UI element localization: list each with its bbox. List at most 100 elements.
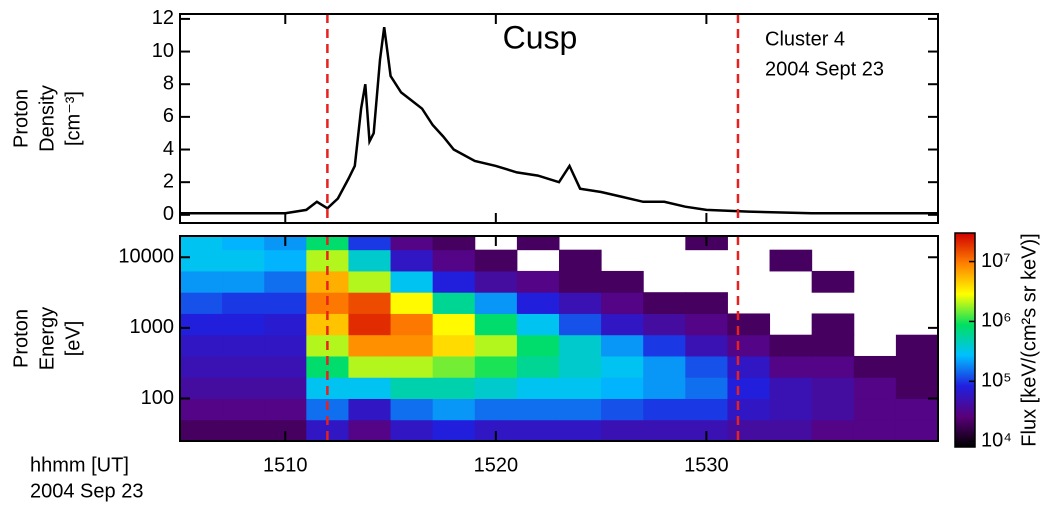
heat-cell <box>685 419 728 442</box>
heat-cell <box>685 377 728 399</box>
heat-cell <box>432 355 476 378</box>
heat-cell <box>390 249 434 272</box>
heat-cell <box>643 419 686 442</box>
heat-cell <box>264 377 307 399</box>
heat-cell <box>180 249 223 272</box>
heat-cell <box>222 419 265 442</box>
heat-cell <box>601 398 644 421</box>
heat-cell <box>769 249 813 272</box>
heat-cell <box>601 270 644 293</box>
heat-cell <box>559 419 602 442</box>
heat-cell <box>264 292 307 314</box>
heat-cell <box>516 377 560 399</box>
heat-cell <box>811 313 855 336</box>
density-line <box>180 26 938 215</box>
heat-cell <box>222 236 265 251</box>
heat-cell <box>390 355 434 378</box>
heat-cell <box>811 270 855 293</box>
y-tick-label: 4 <box>163 138 174 160</box>
heat-cell <box>601 355 644 378</box>
heat-cell <box>853 355 897 378</box>
heat-cell <box>348 334 392 357</box>
x-tick-label: 1520 <box>474 454 519 476</box>
y-tick-label: 100 <box>141 387 174 409</box>
heat-cell <box>180 398 223 421</box>
heat-cell <box>348 313 392 336</box>
heat-cell <box>685 355 728 378</box>
heat-cell <box>306 313 349 336</box>
heat-cell <box>222 398 265 421</box>
heat-cell <box>769 355 813 378</box>
heat-cell <box>474 249 518 272</box>
heat-cell <box>264 398 307 421</box>
heat-cell <box>727 313 771 336</box>
heat-cell <box>559 249 602 272</box>
heat-cell <box>811 355 855 378</box>
heat-cell <box>727 419 771 442</box>
heat-cell <box>348 419 392 442</box>
heat-cell <box>559 377 602 399</box>
heat-cell <box>895 419 939 442</box>
heat-cell <box>474 313 518 336</box>
y-axis-label: Proton <box>10 309 32 368</box>
heat-cell <box>516 398 560 421</box>
heat-cell <box>643 292 686 314</box>
heat-cell <box>516 419 560 442</box>
heat-cell <box>516 334 560 357</box>
colorbar-label: Flux [keV/(cm²s sr keV)] <box>1018 233 1040 446</box>
heat-cell <box>601 419 644 442</box>
heat-cell <box>601 377 644 399</box>
heat-cell <box>853 377 897 399</box>
heat-cell <box>390 334 434 357</box>
heat-cell <box>432 292 476 314</box>
y-tick-label: 10000 <box>118 246 174 268</box>
heat-cell <box>643 398 686 421</box>
heat-cell <box>643 334 686 357</box>
x-tick-label: 1530 <box>684 454 729 476</box>
heat-cell <box>643 313 686 336</box>
heat-cell <box>559 313 602 336</box>
heat-cell <box>559 292 602 314</box>
heat-cell <box>895 334 939 357</box>
heat-cell <box>348 270 392 293</box>
heat-cell <box>180 355 223 378</box>
heat-cell <box>432 313 476 336</box>
heat-cell <box>685 313 728 336</box>
heat-cell <box>474 419 518 442</box>
heat-cell <box>853 398 897 421</box>
heat-cell <box>432 249 476 272</box>
cusp-label: Cusp <box>503 19 578 55</box>
heat-cell <box>811 334 855 357</box>
heat-cell <box>180 334 223 357</box>
heat-cell <box>432 270 476 293</box>
heat-cell <box>222 377 265 399</box>
heat-cell <box>180 270 223 293</box>
heat-cell <box>222 355 265 378</box>
x-axis-label: hhmm [UT] <box>30 454 129 476</box>
heat-cell <box>516 236 560 251</box>
y-tick-label: 1000 <box>130 316 175 338</box>
heat-cell <box>559 270 602 293</box>
heat-cell <box>432 398 476 421</box>
x-tick-label: 1510 <box>263 454 308 476</box>
heat-cell <box>348 249 392 272</box>
heat-cell <box>727 334 771 357</box>
heat-cell <box>222 292 265 314</box>
y-axis-label: Proton <box>10 89 32 148</box>
heat-cell <box>180 236 223 251</box>
y-axis-label: Density <box>36 85 58 152</box>
heat-cell <box>559 398 602 421</box>
heat-cell <box>853 419 897 442</box>
heat-cell <box>264 334 307 357</box>
heat-cell <box>432 236 476 251</box>
heat-cell <box>306 249 349 272</box>
heat-cell <box>559 355 602 378</box>
heat-cell <box>769 398 813 421</box>
plot-frame <box>179 13 939 224</box>
heat-cell <box>474 398 518 421</box>
heat-cell <box>432 334 476 357</box>
colorbar-tick-label: 10⁴ <box>981 429 1012 451</box>
colorbar-tick-label: 10⁶ <box>981 310 1011 332</box>
heat-cell <box>348 292 392 314</box>
colorbar-tick-label: 10⁷ <box>981 250 1010 272</box>
